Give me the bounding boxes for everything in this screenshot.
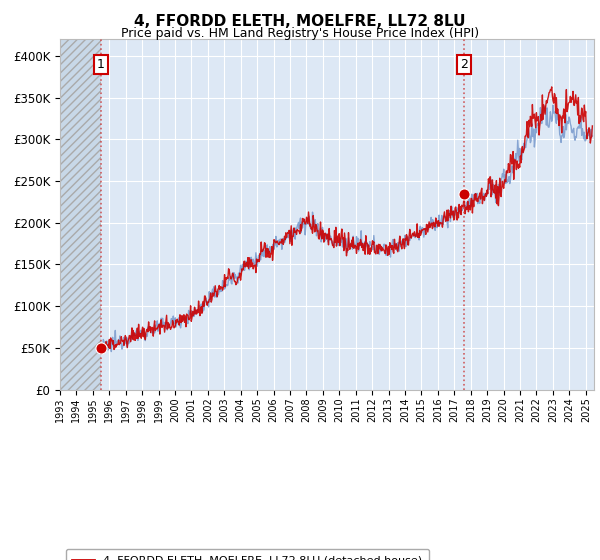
Text: Price paid vs. HM Land Registry's House Price Index (HPI): Price paid vs. HM Land Registry's House … (121, 27, 479, 40)
Text: 2: 2 (460, 58, 468, 71)
Bar (60, 39, 101, 390)
Legend: 4, FFORDD ELETH, MOELFRE, LL72 8LU (detached house), HPI: Average price, detache: 4, FFORDD ELETH, MOELFRE, LL72 8LU (deta… (65, 549, 429, 560)
Text: 1: 1 (97, 58, 104, 71)
Text: 4, FFORDD ELETH, MOELFRE, LL72 8LU: 4, FFORDD ELETH, MOELFRE, LL72 8LU (134, 14, 466, 29)
